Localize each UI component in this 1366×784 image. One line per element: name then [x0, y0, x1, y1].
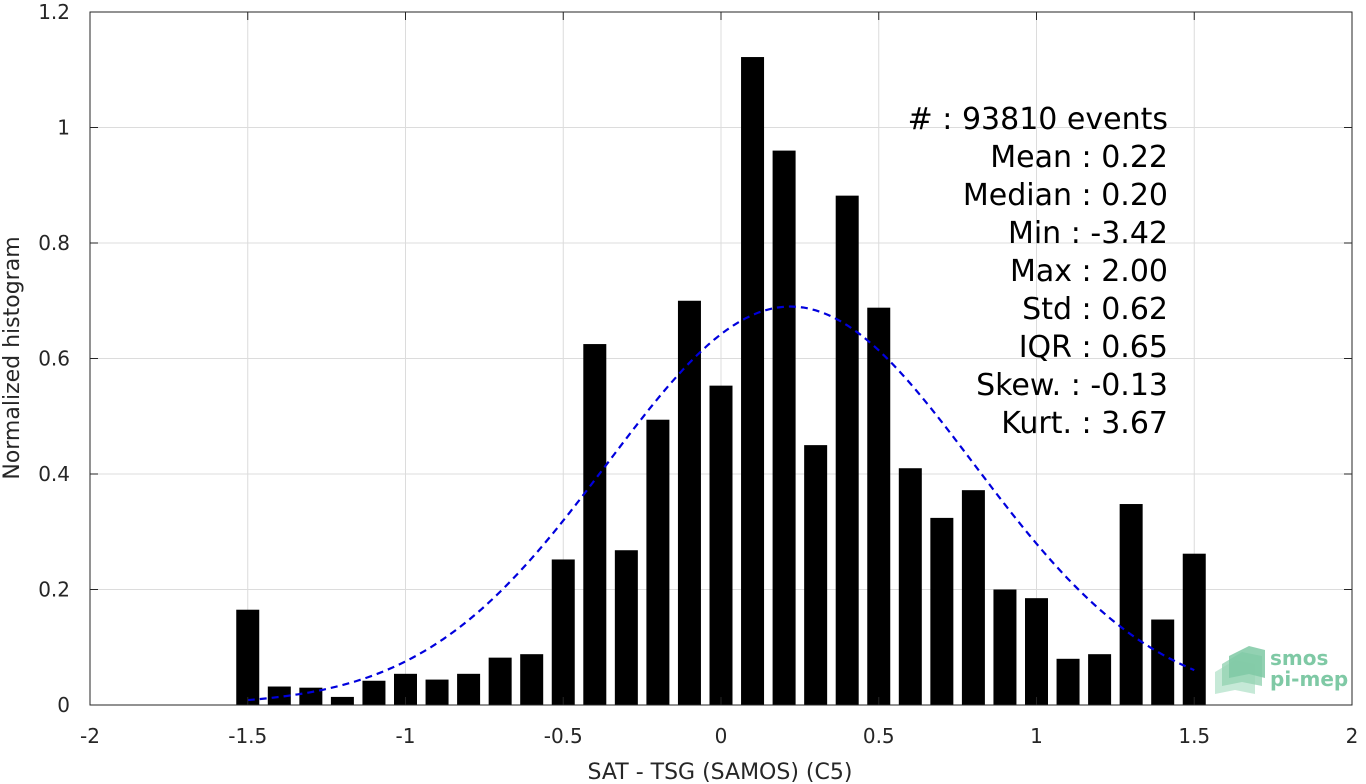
logo-text-line1: smos [1270, 646, 1328, 670]
histogram-bar-16 [741, 57, 765, 706]
histogram-bar-2 [299, 687, 323, 705]
y-tick-label-5: 1 [57, 116, 70, 140]
histogram-bar-8 [488, 657, 512, 705]
histogram-bar-13 [646, 419, 670, 705]
x-tick-label-2: -1 [396, 724, 416, 748]
x-axis-label: SAT - TSG (SAMOS) (C5) [588, 760, 853, 784]
x-tick-label-1: -1.5 [228, 724, 267, 748]
histogram-bar-15 [709, 385, 733, 705]
histogram-bar-11 [583, 344, 607, 705]
histogram-bar-1 [267, 686, 291, 705]
histogram-bar-6 [425, 679, 449, 705]
histogram-bars [236, 57, 1206, 706]
x-tick-label-6: 1 [1030, 724, 1043, 748]
stat-line-4: Max : 2.00 [1010, 254, 1168, 289]
histogram-bar-23 [961, 490, 985, 705]
x-tick-label-0: -2 [80, 724, 100, 748]
x-tick-label-5: 0.5 [863, 724, 895, 748]
stat-line-7: Skew. : -0.13 [976, 368, 1168, 403]
histogram-bar-24 [993, 589, 1017, 705]
histogram-bar-7 [457, 673, 481, 705]
histogram-bar-10 [551, 559, 575, 705]
histogram-bar-12 [614, 550, 638, 705]
histogram-bar-21 [898, 468, 922, 705]
histogram-bar-29 [1151, 619, 1175, 705]
histogram-bar-3 [330, 696, 354, 705]
smos-pi-mep-logo: smos pi-mep [1215, 646, 1348, 694]
y-tick-label-4: 0.8 [38, 231, 70, 255]
histogram-bar-0 [236, 609, 260, 705]
x-tick-label-7: 1.5 [1178, 724, 1210, 748]
y-tick-label-0: 0 [57, 693, 70, 717]
logo-mark [1215, 646, 1265, 694]
stat-line-1: Mean : 0.22 [990, 140, 1168, 175]
logo-text-line2: pi-mep [1270, 667, 1348, 691]
histogram-bar-17 [772, 150, 796, 706]
histogram-bar-22 [930, 517, 954, 705]
stat-line-2: Median : 0.20 [963, 178, 1168, 213]
histogram-bar-9 [520, 654, 544, 705]
histogram-bar-18 [804, 445, 828, 705]
histogram-bar-30 [1182, 553, 1206, 705]
histogram-bar-19 [835, 195, 859, 705]
histogram-bar-25 [1025, 598, 1048, 705]
histogram-bar-20 [867, 307, 891, 705]
stat-line-0: # : 93810 events [908, 102, 1168, 137]
histogram-bar-28 [1119, 504, 1143, 705]
x-tick-label-8: 2 [1346, 724, 1359, 748]
axes-frame [89, 11, 1353, 706]
x-tick-labels: -2 -1.5 -1 -0.5 0 0.5 1 1.5 2 [80, 724, 1358, 748]
histogram-bar-27 [1088, 654, 1112, 705]
histogram-bar-4 [362, 680, 386, 705]
histogram-bar-5 [394, 673, 417, 705]
y-tick-label-2: 0.4 [38, 462, 70, 486]
y-tick-label-1: 0.2 [38, 578, 70, 602]
stat-line-8: Kurt. : 3.67 [1001, 406, 1168, 441]
stat-line-3: Min : -3.42 [1008, 216, 1168, 251]
stat-line-6: IQR : 0.65 [1019, 330, 1168, 365]
stat-line-5: Std : 0.62 [1022, 292, 1168, 327]
y-tick-label-6: 1.2 [38, 0, 70, 24]
gaussian-fit-curve [247, 305, 1195, 702]
y-axis-label: Normalized histogram [0, 236, 25, 479]
x-tick-label-4: 0 [715, 724, 728, 748]
y-tick-labels: 0 0.2 0.4 0.6 0.8 1 1.2 [38, 0, 70, 717]
histogram-bar-14 [677, 300, 701, 705]
histogram-bar-26 [1056, 658, 1080, 705]
y-tick-label-3: 0.6 [38, 347, 70, 371]
x-tick-label-3: -0.5 [544, 724, 583, 748]
